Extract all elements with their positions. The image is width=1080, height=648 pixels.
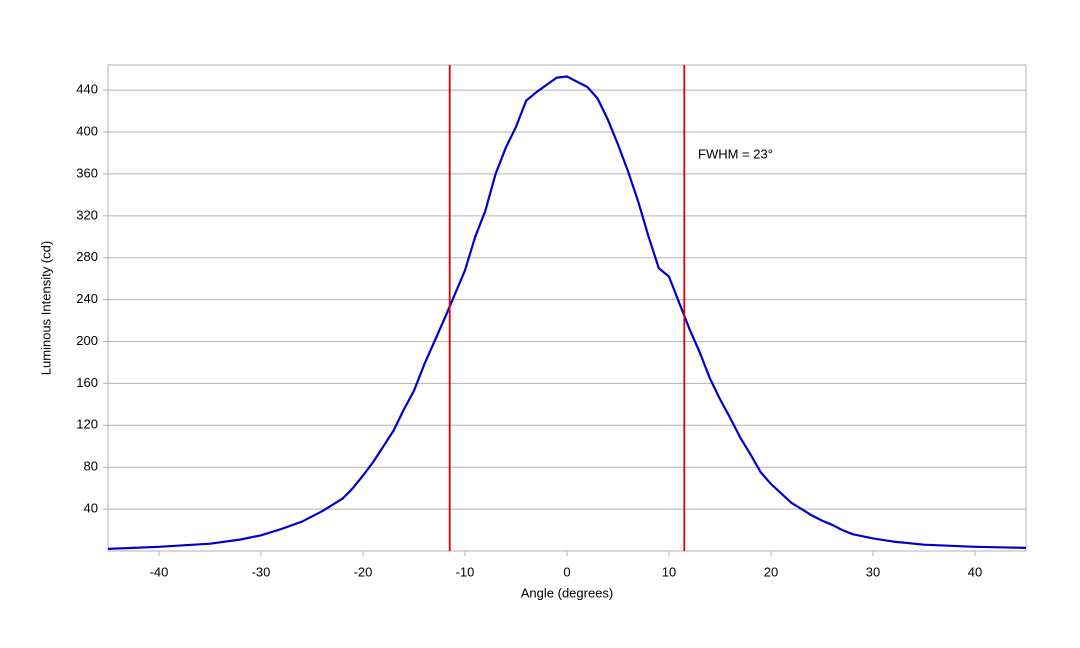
y-tick-label: 160	[76, 375, 98, 390]
x-tick-label: 10	[662, 564, 676, 579]
annotation: FWHM = 23°	[698, 146, 773, 161]
line-series	[107, 75, 1027, 550]
x-axis-label: Angle (degrees)	[521, 585, 614, 600]
x-tick-label: -20	[354, 564, 373, 579]
x-tick-label: -10	[456, 564, 475, 579]
y-tick-label: 360	[76, 165, 98, 180]
plot-area	[107, 64, 1027, 552]
y-axis-label: Luminous Intensity (cd)	[38, 241, 53, 375]
y-tick-label: 440	[76, 82, 98, 97]
x-tick-label: -30	[252, 564, 271, 579]
y-tick-label: 200	[76, 333, 98, 348]
x-tick-label: 0	[563, 564, 570, 579]
y-tick-label: 40	[84, 501, 98, 516]
x-tick-label: 40	[968, 564, 982, 579]
x-tick-label: 20	[764, 564, 778, 579]
y-tick-label: 280	[76, 249, 98, 264]
y-tick-label: 240	[76, 291, 98, 306]
y-tick-label: 80	[84, 459, 98, 474]
y-tick-label: 120	[76, 417, 98, 432]
y-tick-label: 400	[76, 123, 98, 138]
y-tick-label: 320	[76, 207, 98, 222]
x-tick-label: -40	[150, 564, 169, 579]
x-tick-label: 30	[866, 564, 880, 579]
